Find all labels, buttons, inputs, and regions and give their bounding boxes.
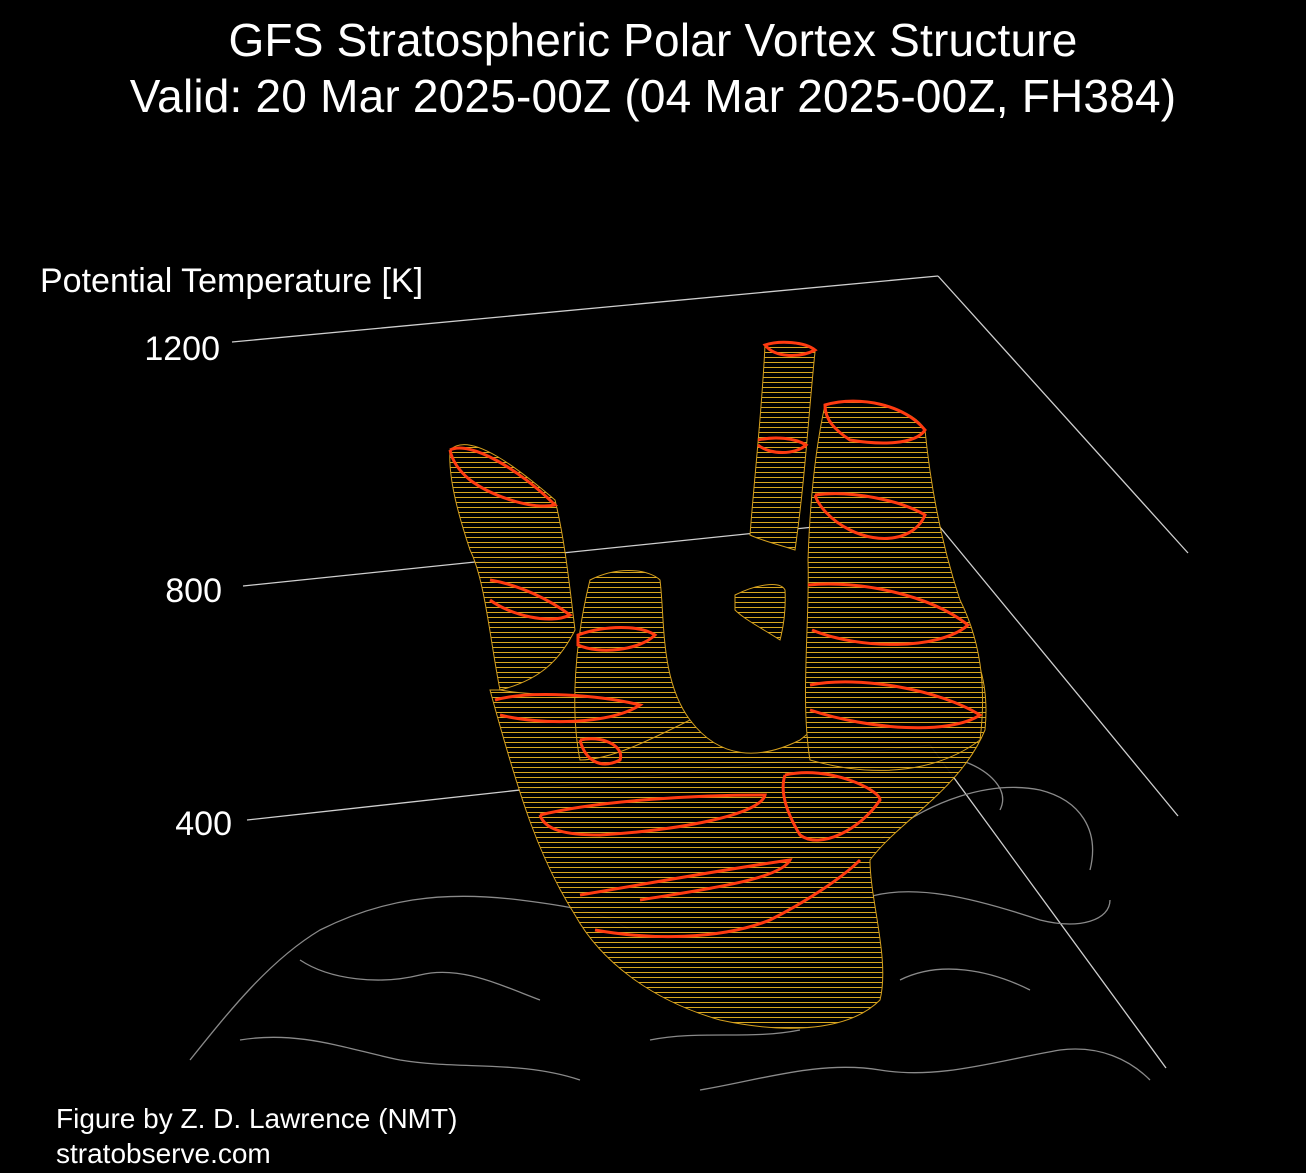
figure-title-line2: Valid: 20 Mar 2025-00Z (04 Mar 2025-00Z,… xyxy=(129,70,1177,122)
z-tick-400: 400 xyxy=(175,805,232,843)
vortex-inner-column xyxy=(574,570,691,761)
credit-line2: stratobserve.com xyxy=(56,1138,271,1169)
z-tick-800: 800 xyxy=(165,572,222,610)
gridline-1200-side xyxy=(937,275,1189,554)
credit-line1: Figure by Z. D. Lawrence (NMT) xyxy=(56,1103,458,1134)
vortex-left-lobe xyxy=(449,444,576,691)
z-tick-1200: 1200 xyxy=(144,330,220,368)
z-axis-label: Potential Temperature [K] xyxy=(40,262,424,300)
gridline-400-side xyxy=(929,744,1167,1069)
vortex-fragment xyxy=(734,584,786,641)
gridline-800-side xyxy=(929,514,1179,817)
vortex-surface xyxy=(449,342,987,1029)
contour-highlights xyxy=(448,340,983,939)
gridline-1200 xyxy=(231,275,939,343)
coastlines xyxy=(189,759,1151,1091)
figure-title-line1: GFS Stratospheric Polar Vortex Structure xyxy=(228,14,1078,66)
